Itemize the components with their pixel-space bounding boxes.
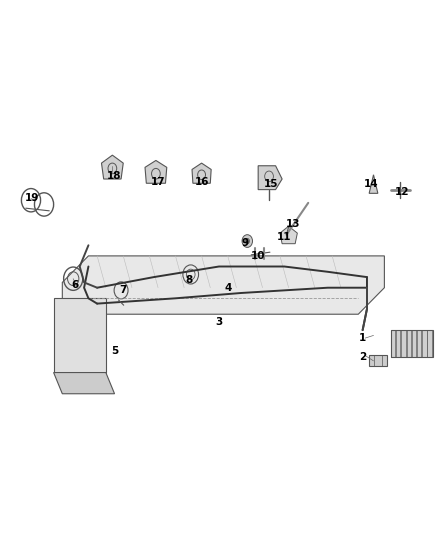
Polygon shape (145, 160, 167, 183)
Bar (417, 330, 421, 357)
Circle shape (245, 238, 250, 244)
Text: 1: 1 (359, 333, 366, 343)
Bar (406, 330, 411, 357)
Polygon shape (62, 256, 385, 314)
Text: 2: 2 (359, 352, 366, 361)
Bar (391, 330, 433, 357)
Text: 13: 13 (286, 219, 300, 229)
Bar (401, 330, 406, 357)
Text: 17: 17 (151, 176, 166, 187)
Text: 12: 12 (395, 187, 409, 197)
Text: 14: 14 (364, 179, 378, 189)
Text: 11: 11 (277, 232, 292, 243)
Text: 15: 15 (264, 179, 279, 189)
Text: 10: 10 (251, 251, 265, 261)
Text: 19: 19 (25, 192, 39, 203)
Bar (422, 330, 427, 357)
Polygon shape (258, 166, 282, 190)
Bar (427, 330, 432, 357)
Text: 9: 9 (241, 238, 249, 248)
Polygon shape (280, 226, 297, 244)
Text: 16: 16 (194, 176, 209, 187)
Text: 8: 8 (185, 274, 192, 285)
Bar (391, 330, 395, 357)
Text: 7: 7 (120, 285, 127, 295)
Text: 5: 5 (111, 346, 118, 357)
Text: 6: 6 (72, 280, 79, 290)
Polygon shape (102, 155, 123, 179)
Bar (396, 330, 400, 357)
Bar (369, 354, 387, 366)
Polygon shape (53, 298, 106, 373)
Polygon shape (53, 373, 115, 394)
Text: 3: 3 (215, 317, 223, 327)
Text: 18: 18 (107, 172, 122, 181)
Polygon shape (369, 175, 378, 193)
Polygon shape (192, 163, 211, 183)
Bar (412, 330, 416, 357)
Circle shape (242, 235, 253, 247)
Text: 4: 4 (224, 282, 231, 293)
